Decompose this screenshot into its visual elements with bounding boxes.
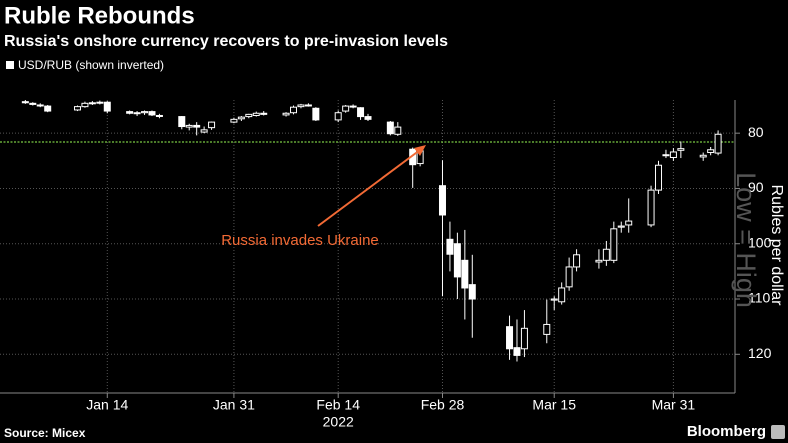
candle-body (88, 102, 96, 105)
candle-body (81, 102, 89, 108)
candle-body (208, 121, 216, 129)
candle-body (550, 298, 558, 301)
candle-body (357, 107, 365, 118)
candle-body (647, 189, 655, 226)
candle-body (699, 154, 707, 158)
candle-body (453, 243, 461, 278)
candle-body (446, 238, 454, 255)
candle-body (364, 116, 372, 120)
y-tick-label: 120 (748, 345, 772, 361)
candle-body (565, 266, 573, 288)
candle-body (595, 259, 603, 263)
candle-body (230, 118, 238, 123)
side-note: Low = High (731, 172, 761, 308)
candle-body (468, 284, 476, 300)
candle-body (21, 101, 29, 104)
candle-body (655, 164, 663, 191)
candle-body (558, 287, 566, 303)
candle-body (438, 185, 446, 216)
candle-body (617, 225, 625, 228)
x-tick-label: Jan 14 (86, 397, 128, 413)
candle-body (96, 101, 104, 104)
x-tick-label: Mar 15 (532, 397, 576, 413)
candle-body (73, 106, 81, 111)
y-tick-label: 90 (748, 179, 764, 195)
x-tick-label: Feb 28 (421, 397, 465, 413)
candle-body (185, 124, 193, 128)
candle-body (126, 111, 134, 114)
annotation-arrow (317, 149, 421, 227)
candle-body (349, 105, 357, 108)
candle-body (200, 129, 208, 133)
candle-body (625, 220, 633, 226)
candle-body (506, 326, 514, 350)
candle-body (133, 112, 141, 115)
candle-body (290, 106, 298, 114)
brand: Bloomberg (687, 423, 766, 440)
brand-icon (771, 425, 785, 439)
candle-body (252, 112, 260, 116)
candle-body (260, 112, 268, 115)
candle-body (141, 111, 149, 114)
candle-body (707, 149, 715, 154)
candle-body (573, 254, 581, 268)
legend-label: USD/RUB (shown inverted) (18, 58, 164, 72)
candle-body (461, 259, 469, 289)
annotation-text: Russia invades Ukraine (221, 232, 379, 249)
candle-body (662, 154, 670, 157)
candle-body (677, 148, 685, 151)
annotation-arrowhead (414, 145, 426, 156)
candle-body (513, 347, 521, 356)
candle-body (245, 113, 253, 118)
candle-body (543, 323, 551, 335)
candle-body (610, 228, 618, 261)
chart-subtitle: Russia's onshore currency recovers to pr… (4, 33, 448, 50)
candle-body (334, 112, 342, 121)
y-tick-label: 80 (748, 124, 764, 140)
chart-title: Ruble Rebounds (4, 2, 195, 29)
candle-body (342, 105, 350, 112)
candle-body (148, 111, 156, 116)
candle-body (714, 133, 722, 154)
legend-swatch (6, 61, 14, 69)
candle-body (155, 114, 163, 117)
candle-body (36, 104, 44, 107)
candle-body (386, 121, 394, 135)
x-tick-label: Feb 14 (316, 397, 360, 413)
candle-body (297, 104, 305, 108)
candle-body (44, 105, 52, 112)
x-tick-label: Mar 31 (652, 397, 696, 413)
x-tick-label: Jan 31 (213, 397, 255, 413)
candle-body (103, 101, 111, 112)
candle-body (193, 124, 201, 128)
candle-body (394, 126, 402, 135)
candle-body (602, 248, 610, 261)
candle-body (237, 116, 245, 120)
year-label: 2022 (323, 414, 354, 430)
candle-body (178, 116, 186, 128)
candle-body (29, 102, 37, 105)
candle-body (669, 151, 677, 158)
y-tick-label: 110 (748, 290, 771, 306)
candle-body (282, 112, 290, 116)
candle-body (312, 107, 320, 121)
y-axis-label: Rubles per dollar (768, 185, 785, 307)
y-tick-label: 100 (748, 234, 772, 250)
source-note: Source: Micex (4, 426, 86, 440)
candle-body (520, 327, 528, 350)
candle-body (304, 104, 312, 107)
plot-area: 80 90 100 110 120 Jan 14 Jan 31 Feb 14 Feb 28 Mar… (0, 100, 772, 430)
